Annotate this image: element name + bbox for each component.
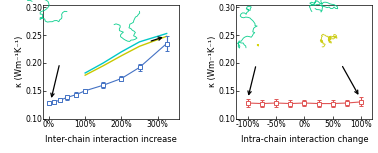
X-axis label: Intra-chain interaction change: Intra-chain interaction change: [240, 134, 368, 144]
Y-axis label: κ (Wm⁻¹K⁻¹): κ (Wm⁻¹K⁻¹): [208, 36, 217, 87]
X-axis label: Inter-chain interaction increase: Inter-chain interaction increase: [45, 134, 177, 144]
Polygon shape: [257, 45, 259, 46]
Y-axis label: κ (Wm⁻¹K⁻¹): κ (Wm⁻¹K⁻¹): [15, 36, 24, 87]
